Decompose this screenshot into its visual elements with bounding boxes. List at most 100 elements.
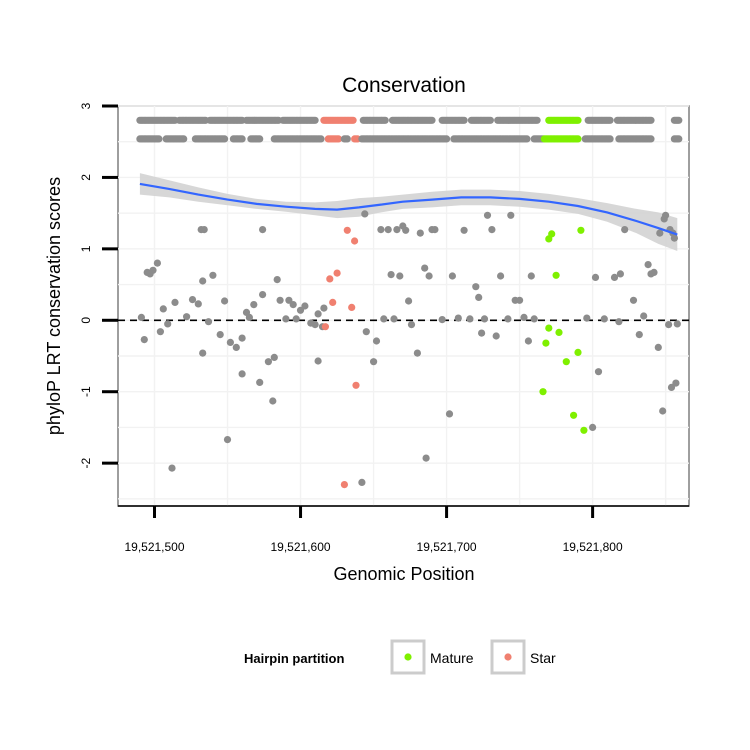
data-point-other [530, 315, 538, 323]
data-point-other [238, 135, 246, 143]
y-tick-label: 2 [79, 174, 93, 181]
data-point-star [349, 116, 357, 124]
data-point-other [472, 283, 480, 291]
data-point-other [675, 135, 683, 143]
data-point-other [589, 423, 597, 431]
data-point-other [199, 277, 207, 285]
data-point-other [216, 331, 224, 339]
y-axis: -2 -1 0 1 2 3 [79, 102, 118, 468]
data-point-other [155, 135, 163, 143]
data-point-other [635, 331, 643, 339]
x-tick-label: 19,521,800 [563, 540, 623, 554]
data-point-other [221, 135, 229, 143]
data-point-other [377, 226, 385, 234]
data-point-star [333, 269, 341, 277]
data-point-other [194, 300, 202, 308]
data-point-other [673, 320, 681, 328]
y-tick-label: 0 [79, 317, 93, 324]
data-point-other [238, 370, 246, 378]
data-point-other [390, 315, 398, 323]
data-point-other [311, 321, 319, 329]
data-point-other [523, 135, 531, 143]
data-point-other [486, 116, 494, 124]
data-point-mature [562, 358, 570, 366]
smooth-confidence-band [139, 173, 678, 251]
data-point-other [314, 310, 322, 318]
data-point-other [232, 343, 240, 351]
data-point-other [644, 261, 652, 269]
data-point-other [492, 332, 500, 340]
x-axis-title: Genomic Position [333, 564, 474, 584]
data-point-other [256, 135, 264, 143]
data-point-other [204, 318, 213, 326]
data-point-other [629, 296, 638, 304]
data-point-other [140, 336, 148, 344]
data-point-star [340, 481, 348, 489]
data-point-other [282, 315, 290, 323]
data-point-other [358, 478, 366, 486]
data-point-other [407, 321, 416, 329]
data-point-other [600, 315, 608, 323]
data-point-other [362, 328, 370, 336]
data-point-star [351, 237, 359, 245]
data-point-mature [574, 348, 582, 356]
data-point-other [616, 270, 625, 278]
data-point-other [180, 135, 188, 143]
data-point-other [314, 357, 322, 365]
data-point-other [670, 234, 679, 242]
data-point-other [296, 306, 305, 314]
data-point-star [329, 298, 337, 306]
data-point-other [311, 116, 319, 124]
data-point-other [524, 337, 533, 345]
data-point-other [591, 273, 600, 281]
y-tick-label: -1 [79, 386, 93, 397]
data-point-other [221, 297, 229, 305]
data-point-other [381, 116, 389, 124]
legend-entries: Mature Star [390, 639, 556, 675]
data-point-mature [570, 411, 578, 419]
data-point-other [480, 315, 489, 323]
data-point-other [606, 116, 614, 124]
data-point-mature [577, 226, 585, 234]
data-point-other [516, 296, 524, 304]
data-point-star [348, 303, 356, 311]
data-point-other [413, 349, 421, 357]
data-point-other [421, 264, 429, 272]
data-point-other [200, 226, 208, 234]
data-point-other [164, 320, 172, 328]
data-point-other [226, 338, 234, 346]
data-point-other [647, 135, 655, 143]
data-point-other [276, 296, 284, 304]
data-point-other [527, 272, 535, 280]
data-point-other [454, 314, 462, 322]
data-point-other [245, 313, 253, 321]
legend-label: Star [530, 650, 556, 666]
data-point-other [416, 229, 424, 237]
data-point-other [662, 211, 670, 219]
data-point-other [422, 454, 430, 462]
data-point-other [428, 116, 436, 124]
x-tick-label: 19,521,600 [271, 540, 331, 554]
data-point-other [431, 226, 439, 234]
data-point-other [317, 135, 325, 143]
data-point-other [402, 226, 410, 234]
data-point-other [137, 313, 145, 321]
data-point-other [209, 271, 217, 279]
data-point-mature [555, 328, 563, 336]
data-point-other [396, 272, 404, 280]
data-point-other [372, 337, 381, 345]
x-tick-label: 19,521,500 [124, 540, 184, 554]
grid-lines [118, 105, 689, 506]
data-point-other [448, 272, 456, 280]
y-tick-label: 1 [79, 245, 93, 252]
data-point-other [301, 302, 309, 310]
data-point-other [387, 271, 395, 279]
data-point-other [656, 229, 664, 237]
data-point-other [478, 329, 486, 337]
data-point-other [159, 305, 167, 313]
data-point-other [259, 226, 267, 234]
data-point-other [250, 301, 258, 309]
data-point-other [520, 313, 528, 321]
data-point-other [183, 313, 191, 321]
